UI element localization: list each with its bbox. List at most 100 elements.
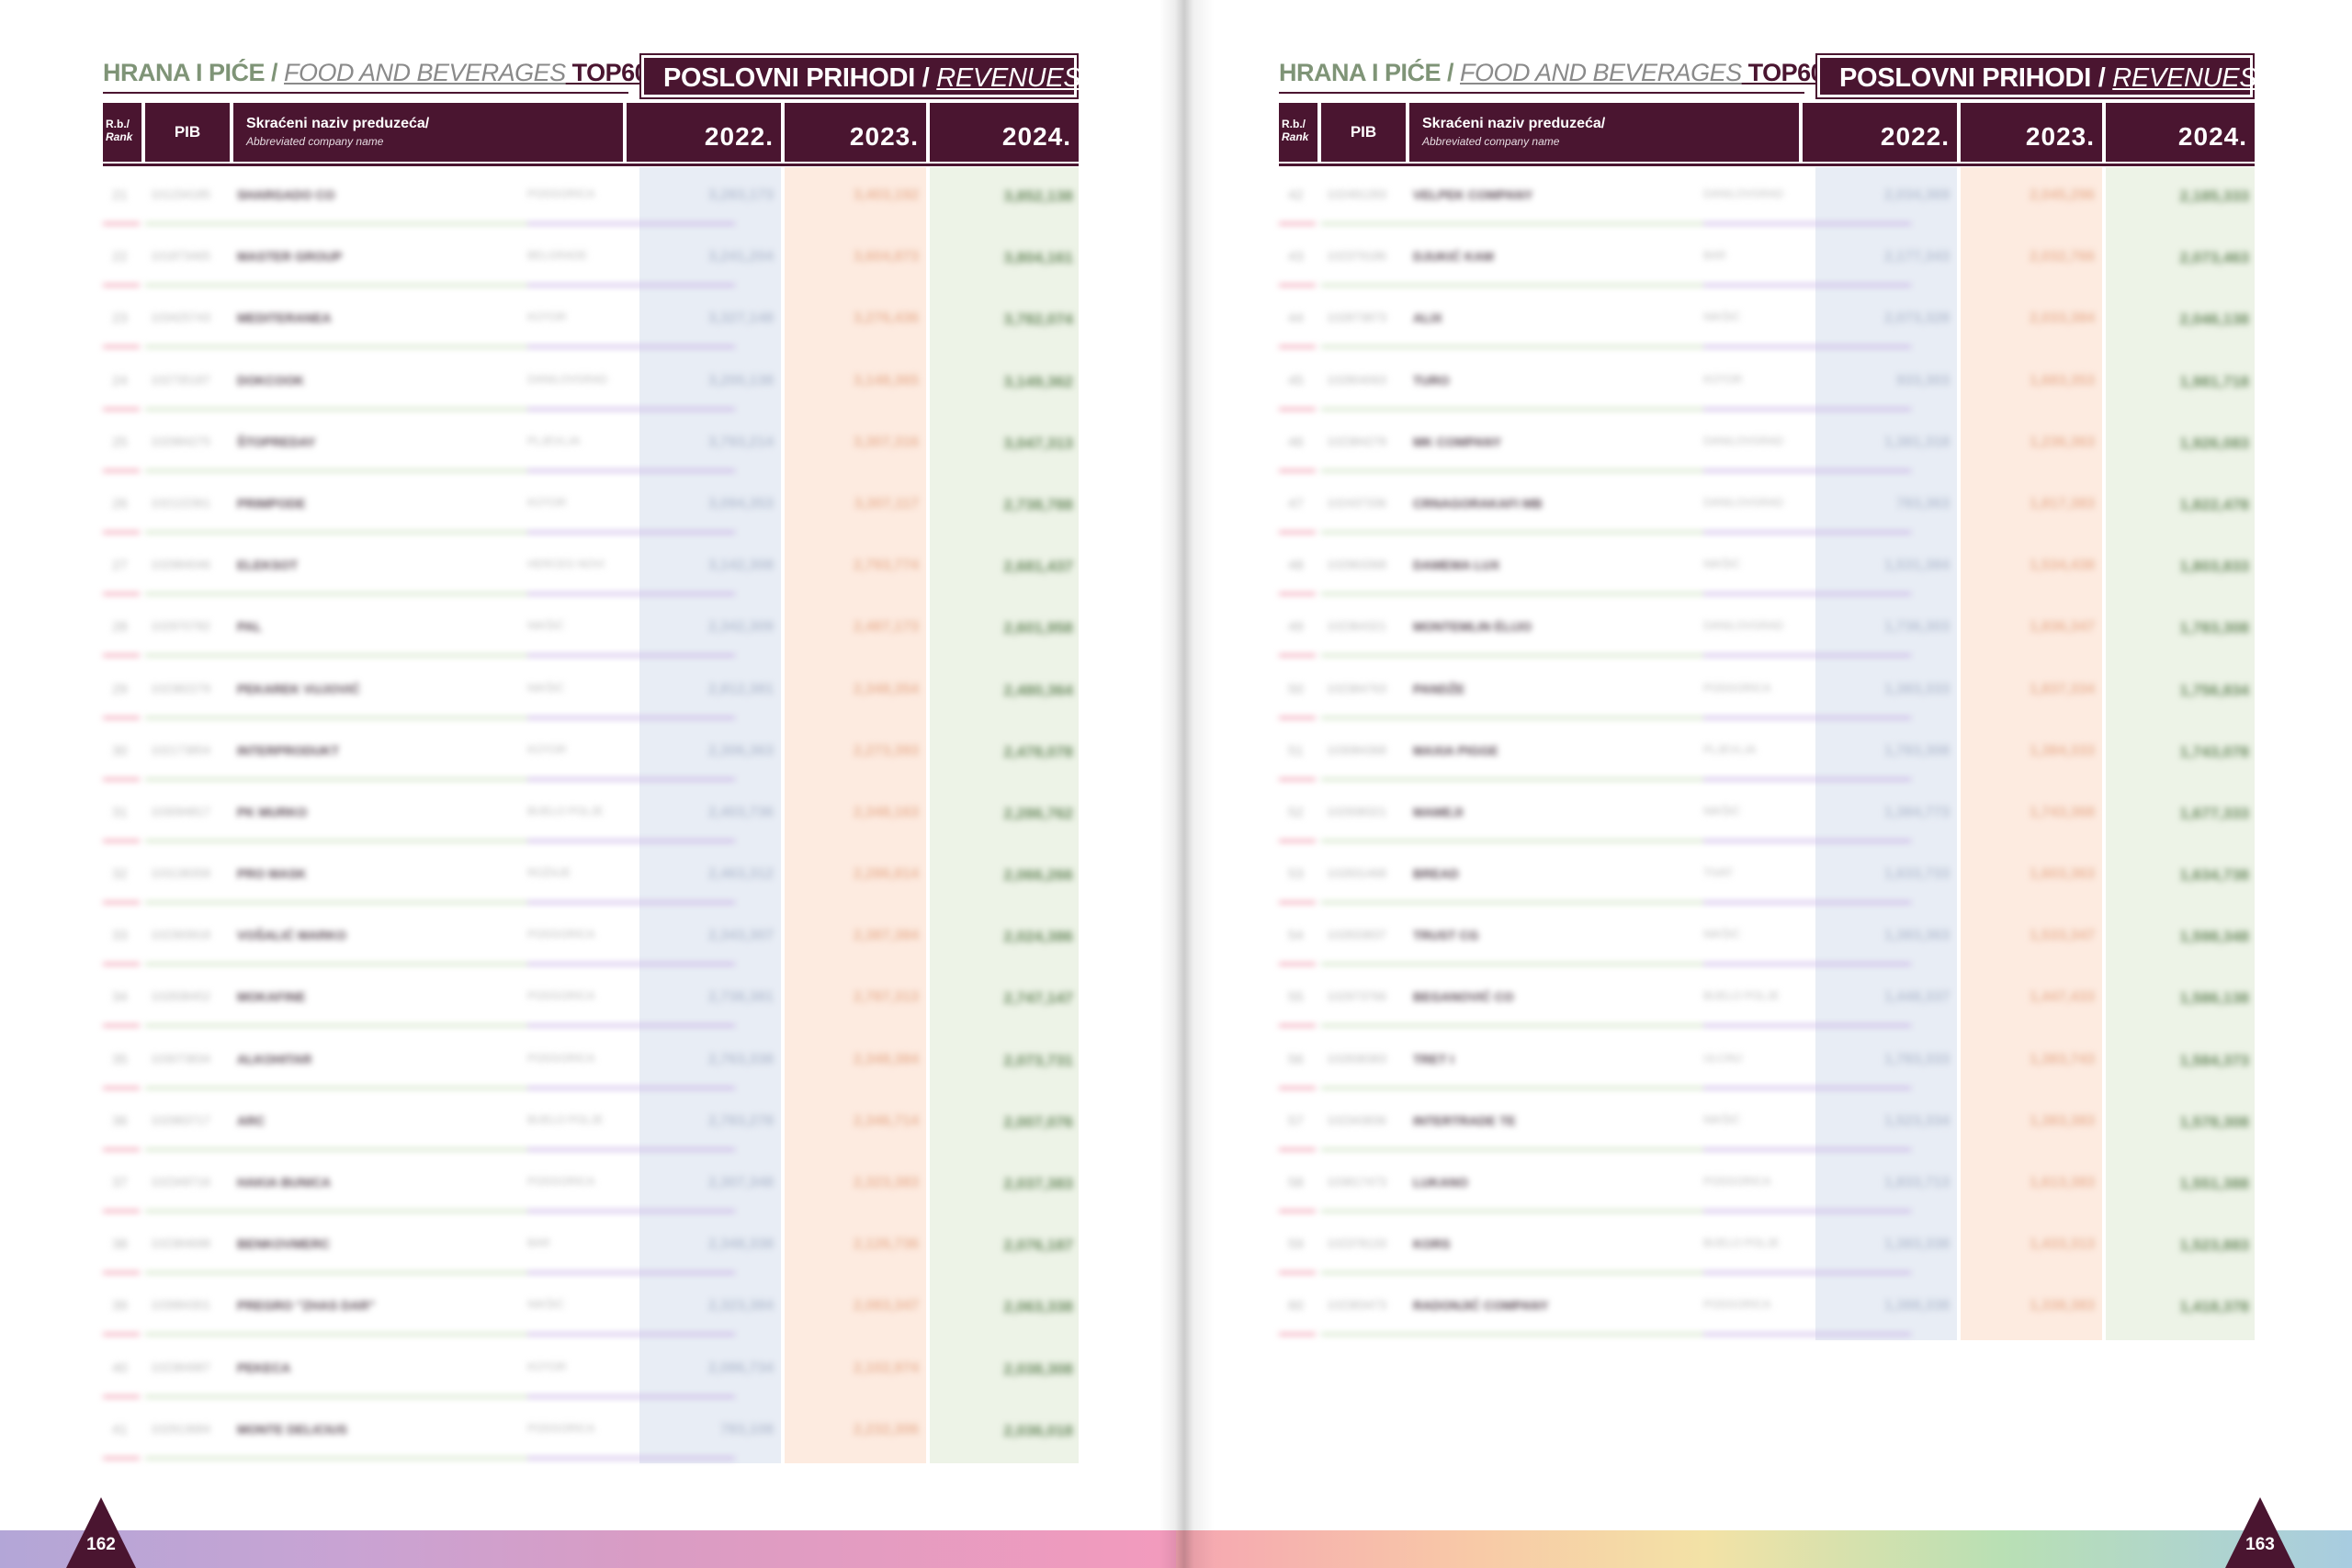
revenue-2022-cell: 3,094,353	[707, 495, 774, 512]
table-row: 35 103073834 ALKOHITAR PODGORICA 2,763,338 2,…	[103, 1032, 1079, 1093]
title-separator: /	[1441, 59, 1461, 86]
company-name-cell: MAMEJI	[1413, 804, 1464, 819]
pib-cell: 102122361	[151, 495, 211, 510]
rank-cell: 59	[1288, 1236, 1304, 1253]
table-row: 60 102383473 RADONJIĆ COMPANY PODGORICA 1,38…	[1279, 1278, 2255, 1339]
city-cell: NIKŠIĆ	[527, 619, 565, 633]
row-divider	[1279, 1024, 1316, 1028]
row-divider	[103, 468, 140, 472]
revenue-2024-cell: 3,149,362	[1003, 372, 1073, 390]
rank-cell: 25	[112, 434, 128, 450]
row-divider	[103, 530, 140, 534]
table-row: 22 101873465 MASTER GROUP BELGRADE 3,241,204…	[103, 229, 1079, 290]
company-name-cell: MEDITERANEA	[237, 310, 332, 326]
pib-cell: 102913684	[151, 1421, 211, 1436]
company-name-cell: BREAD	[1413, 866, 1459, 882]
city-cell: BIJELO POLJE	[1703, 989, 1780, 1003]
revenue-2023-cell: 2,793,774	[853, 558, 919, 574]
row-divider	[145, 963, 621, 966]
rank-cell: 22	[112, 249, 128, 265]
revenue-2023-cell: 2,348,163	[853, 804, 919, 820]
table-row: 33 102393918 VOŠALIĆ MARKO PODGORICA 2,343,3…	[103, 908, 1079, 969]
revenue-2022-cell: 2,763,338	[707, 1051, 774, 1067]
row-divider	[1703, 777, 1911, 781]
revenue-2022-cell: 3,241,204	[707, 249, 774, 265]
rank-cell: 45	[1288, 372, 1304, 389]
row-divider	[103, 1333, 140, 1337]
row-divider	[103, 1394, 140, 1398]
revenue-2022-cell: 3,142,308	[707, 558, 774, 574]
top60-label: TOP60	[565, 59, 649, 86]
row-divider	[527, 839, 735, 842]
pib-cell: 102838452	[151, 989, 211, 1004]
pib-cell: 102173854	[151, 742, 211, 757]
revenue-table-block: HRANA I PIĆE / FOOD AND BEVERAGES TOP60 …	[1279, 53, 2257, 1459]
row-divider	[1321, 468, 1797, 472]
table-row: 28 102970782 PAL NIKŠIĆ 2,342,309 2,487,173 2,…	[103, 599, 1079, 660]
page-number-triangle	[2225, 1497, 2295, 1568]
column-bg-2022	[639, 167, 781, 1464]
header-year-2022: 2022.	[639, 103, 781, 162]
header-underline	[1279, 164, 2255, 166]
table-row: 58 103817473 LUKANO PODGORICA 1,833,713 1,613…	[1279, 1155, 2255, 1216]
row-divider	[527, 345, 735, 349]
revenue-2023-cell: 1,817,383	[2029, 495, 2095, 512]
row-divider	[145, 839, 621, 842]
header-year-2023: 2023.	[785, 103, 926, 162]
row-divider	[1279, 839, 1316, 842]
row-divider	[1703, 345, 1911, 349]
revenue-2022-cell: 1,633,733	[1883, 866, 1950, 883]
revenue-2024-cell: 2,681,437	[1003, 558, 1073, 576]
row-divider	[1703, 530, 1911, 534]
row-divider	[1321, 1210, 1797, 1213]
city-cell: BIJELO POLJE	[527, 804, 604, 818]
revenue-2023-cell: 3,307,117	[854, 495, 919, 512]
revenue-2022-cell: 1,783,333	[1883, 1051, 1950, 1067]
revenue-2023-cell: 2,323,383	[853, 1175, 919, 1190]
row-divider	[527, 1210, 735, 1213]
revenue-table-block: HRANA I PIĆE / FOOD AND BEVERAGES TOP60 …	[103, 53, 1081, 1464]
revenue-2024-cell: 2,073,463	[2179, 249, 2249, 267]
table-row: 36 102983717 ARC BIJELO POLJE 2,783,278 2,346…	[103, 1093, 1079, 1155]
table-row: 57 102343836 INTERTRADE TE NIKŠIĆ 1,523,334 1…	[1279, 1093, 2255, 1155]
city-cell: NIKŠIĆ	[527, 681, 565, 694]
table-row: 40 102384987 PEKECA KOTOR 2,086,734 2,102,974…	[103, 1340, 1079, 1402]
header-company-name: Skraćeni naziv preduzeća/Abbreviated com…	[233, 103, 623, 162]
row-divider	[1279, 222, 1316, 225]
revenue-2022-cell: 1,448,337	[1883, 989, 1950, 1006]
revenue-2024-cell: 1,822,478	[2179, 495, 2249, 513]
city-cell: KOTOR	[527, 495, 567, 509]
revenue-2024-cell: 3,047,313	[1003, 434, 1073, 452]
row-divider	[1279, 654, 1316, 658]
revenue-2022-cell: 2,306,363	[707, 742, 774, 759]
header-rank-en: Rank	[1282, 130, 1309, 143]
company-name-cell: MOKAFINE	[237, 989, 306, 1005]
company-name-cell: ALKOHITAR	[237, 1051, 312, 1066]
revenue-2023-cell: 2,273,393	[853, 742, 919, 759]
revenue-2022-cell: 2,463,312	[707, 866, 774, 883]
column-bg-2023	[1961, 167, 2102, 1340]
pib-cell: 102963368	[1327, 558, 1387, 572]
revenue-2023-cell: 1,533,347	[2029, 928, 2095, 944]
pib-cell: 102384698	[151, 1236, 211, 1251]
row-divider	[1703, 468, 1911, 472]
row-divider	[1703, 222, 1911, 225]
revenue-2023-cell: 2,346,714	[853, 1112, 919, 1129]
revenue-2024-cell: 1,578,308	[2179, 1112, 2249, 1131]
revenue-2023-cell: 1,683,353	[2029, 372, 2095, 389]
section-title-sr: HRANA I PIĆE	[1279, 59, 1442, 86]
revenue-2022-cell: 2,177,343	[1883, 249, 1950, 265]
revenue-2023-cell: 1,383,743	[2029, 1051, 2095, 1067]
pib-cell: 102343836	[1327, 1112, 1387, 1127]
row-divider	[527, 1394, 735, 1398]
row-divider	[1703, 284, 1911, 288]
row-divider	[1279, 1271, 1316, 1275]
row-divider	[145, 1024, 621, 1028]
revenue-2022-cell: 2,812,381	[707, 681, 774, 697]
rank-cell: 37	[112, 1175, 128, 1190]
row-divider	[527, 963, 735, 966]
rank-cell: 39	[112, 1298, 128, 1314]
table-title-row: HRANA I PIĆE / FOOD AND BEVERAGES TOP60 …	[1279, 53, 2257, 101]
city-cell: NIKŠIĆ	[1703, 310, 1741, 324]
row-divider	[1321, 1271, 1797, 1275]
